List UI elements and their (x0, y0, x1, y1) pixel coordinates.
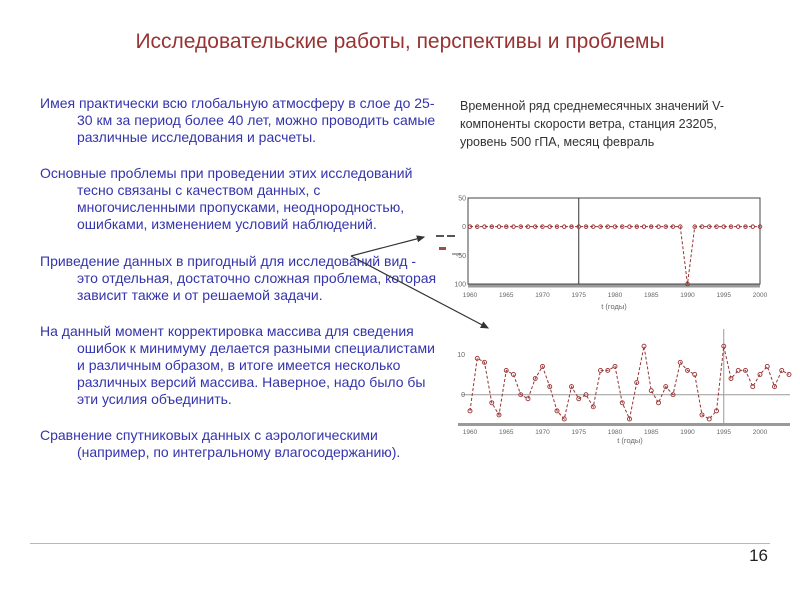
svg-text:2000: 2000 (753, 429, 768, 436)
legend-dash-icon (436, 235, 444, 237)
svg-text:1990: 1990 (680, 292, 695, 299)
svg-text:1970: 1970 (535, 429, 550, 436)
paragraph-4: На данный момент корректировка массива д… (40, 322, 435, 408)
footer-divider (30, 543, 770, 544)
svg-text:1960: 1960 (463, 292, 478, 299)
svg-text:50: 50 (458, 196, 466, 203)
svg-text:1985: 1985 (644, 292, 659, 299)
page-number: 16 (749, 546, 768, 565)
svg-text:1970: 1970 (535, 292, 550, 299)
bottom-chart-svg: 10 0 1960 1965 1970 1975 1980 1985 1990 1995 2000 t… (457, 329, 792, 445)
svg-text:-50: -50 (456, 253, 466, 260)
legend-fragment (436, 233, 462, 259)
svg-text:-100: -100 (455, 282, 466, 289)
top-chart: 50 0 -50 -100 1960 1965 1970 1975 1980 1985 1990 19… (452, 190, 775, 315)
svg-text:1995: 1995 (717, 429, 732, 436)
paragraph-1: Имея практически всю глобальную атмосфер… (40, 95, 436, 146)
legend-dot-icon (452, 253, 461, 255)
svg-text:1960: 1960 (463, 429, 478, 436)
svg-text:10: 10 (457, 352, 465, 359)
svg-text:1995: 1995 (717, 292, 732, 299)
svg-text:1980: 1980 (608, 292, 623, 299)
bottom-chart: 10 0 1960 1965 1970 1975 1980 1985 1990 1995 2000 t… (440, 325, 795, 445)
paragraph-5: Сравнение спутниковых данных с аэрологич… (40, 427, 401, 461)
svg-text:t (годы): t (годы) (601, 302, 627, 311)
svg-text:1975: 1975 (572, 292, 587, 299)
svg-text:2000: 2000 (753, 292, 768, 299)
svg-text:0: 0 (461, 392, 465, 399)
body-text-column: Имея практически всю глобальную атмосфер… (40, 95, 438, 480)
svg-text:0: 0 (462, 224, 466, 231)
svg-text:t (годы): t (годы) (617, 436, 643, 445)
chart-caption: Временной ряд среднемесячных значений V-… (460, 99, 724, 149)
legend-dash-icon (447, 235, 455, 237)
top-chart-svg: 50 0 -50 -100 1960 1965 1970 1975 1980 1985 1990 19… (452, 196, 768, 312)
svg-text:1985: 1985 (644, 429, 659, 436)
paragraph-3: Приведение данных в пригодный для исслед… (40, 252, 437, 303)
svg-text:1965: 1965 (499, 292, 514, 299)
svg-text:1975: 1975 (572, 429, 587, 436)
slide-title: Исследовательские работы, перспективы и … (135, 30, 665, 53)
svg-text:1990: 1990 (680, 429, 695, 436)
legend-series-marker-icon (439, 247, 446, 250)
paragraph-2: Основные проблемы при проведении этих ис… (40, 165, 413, 233)
svg-text:1965: 1965 (499, 429, 514, 436)
svg-text:1980: 1980 (608, 429, 623, 436)
